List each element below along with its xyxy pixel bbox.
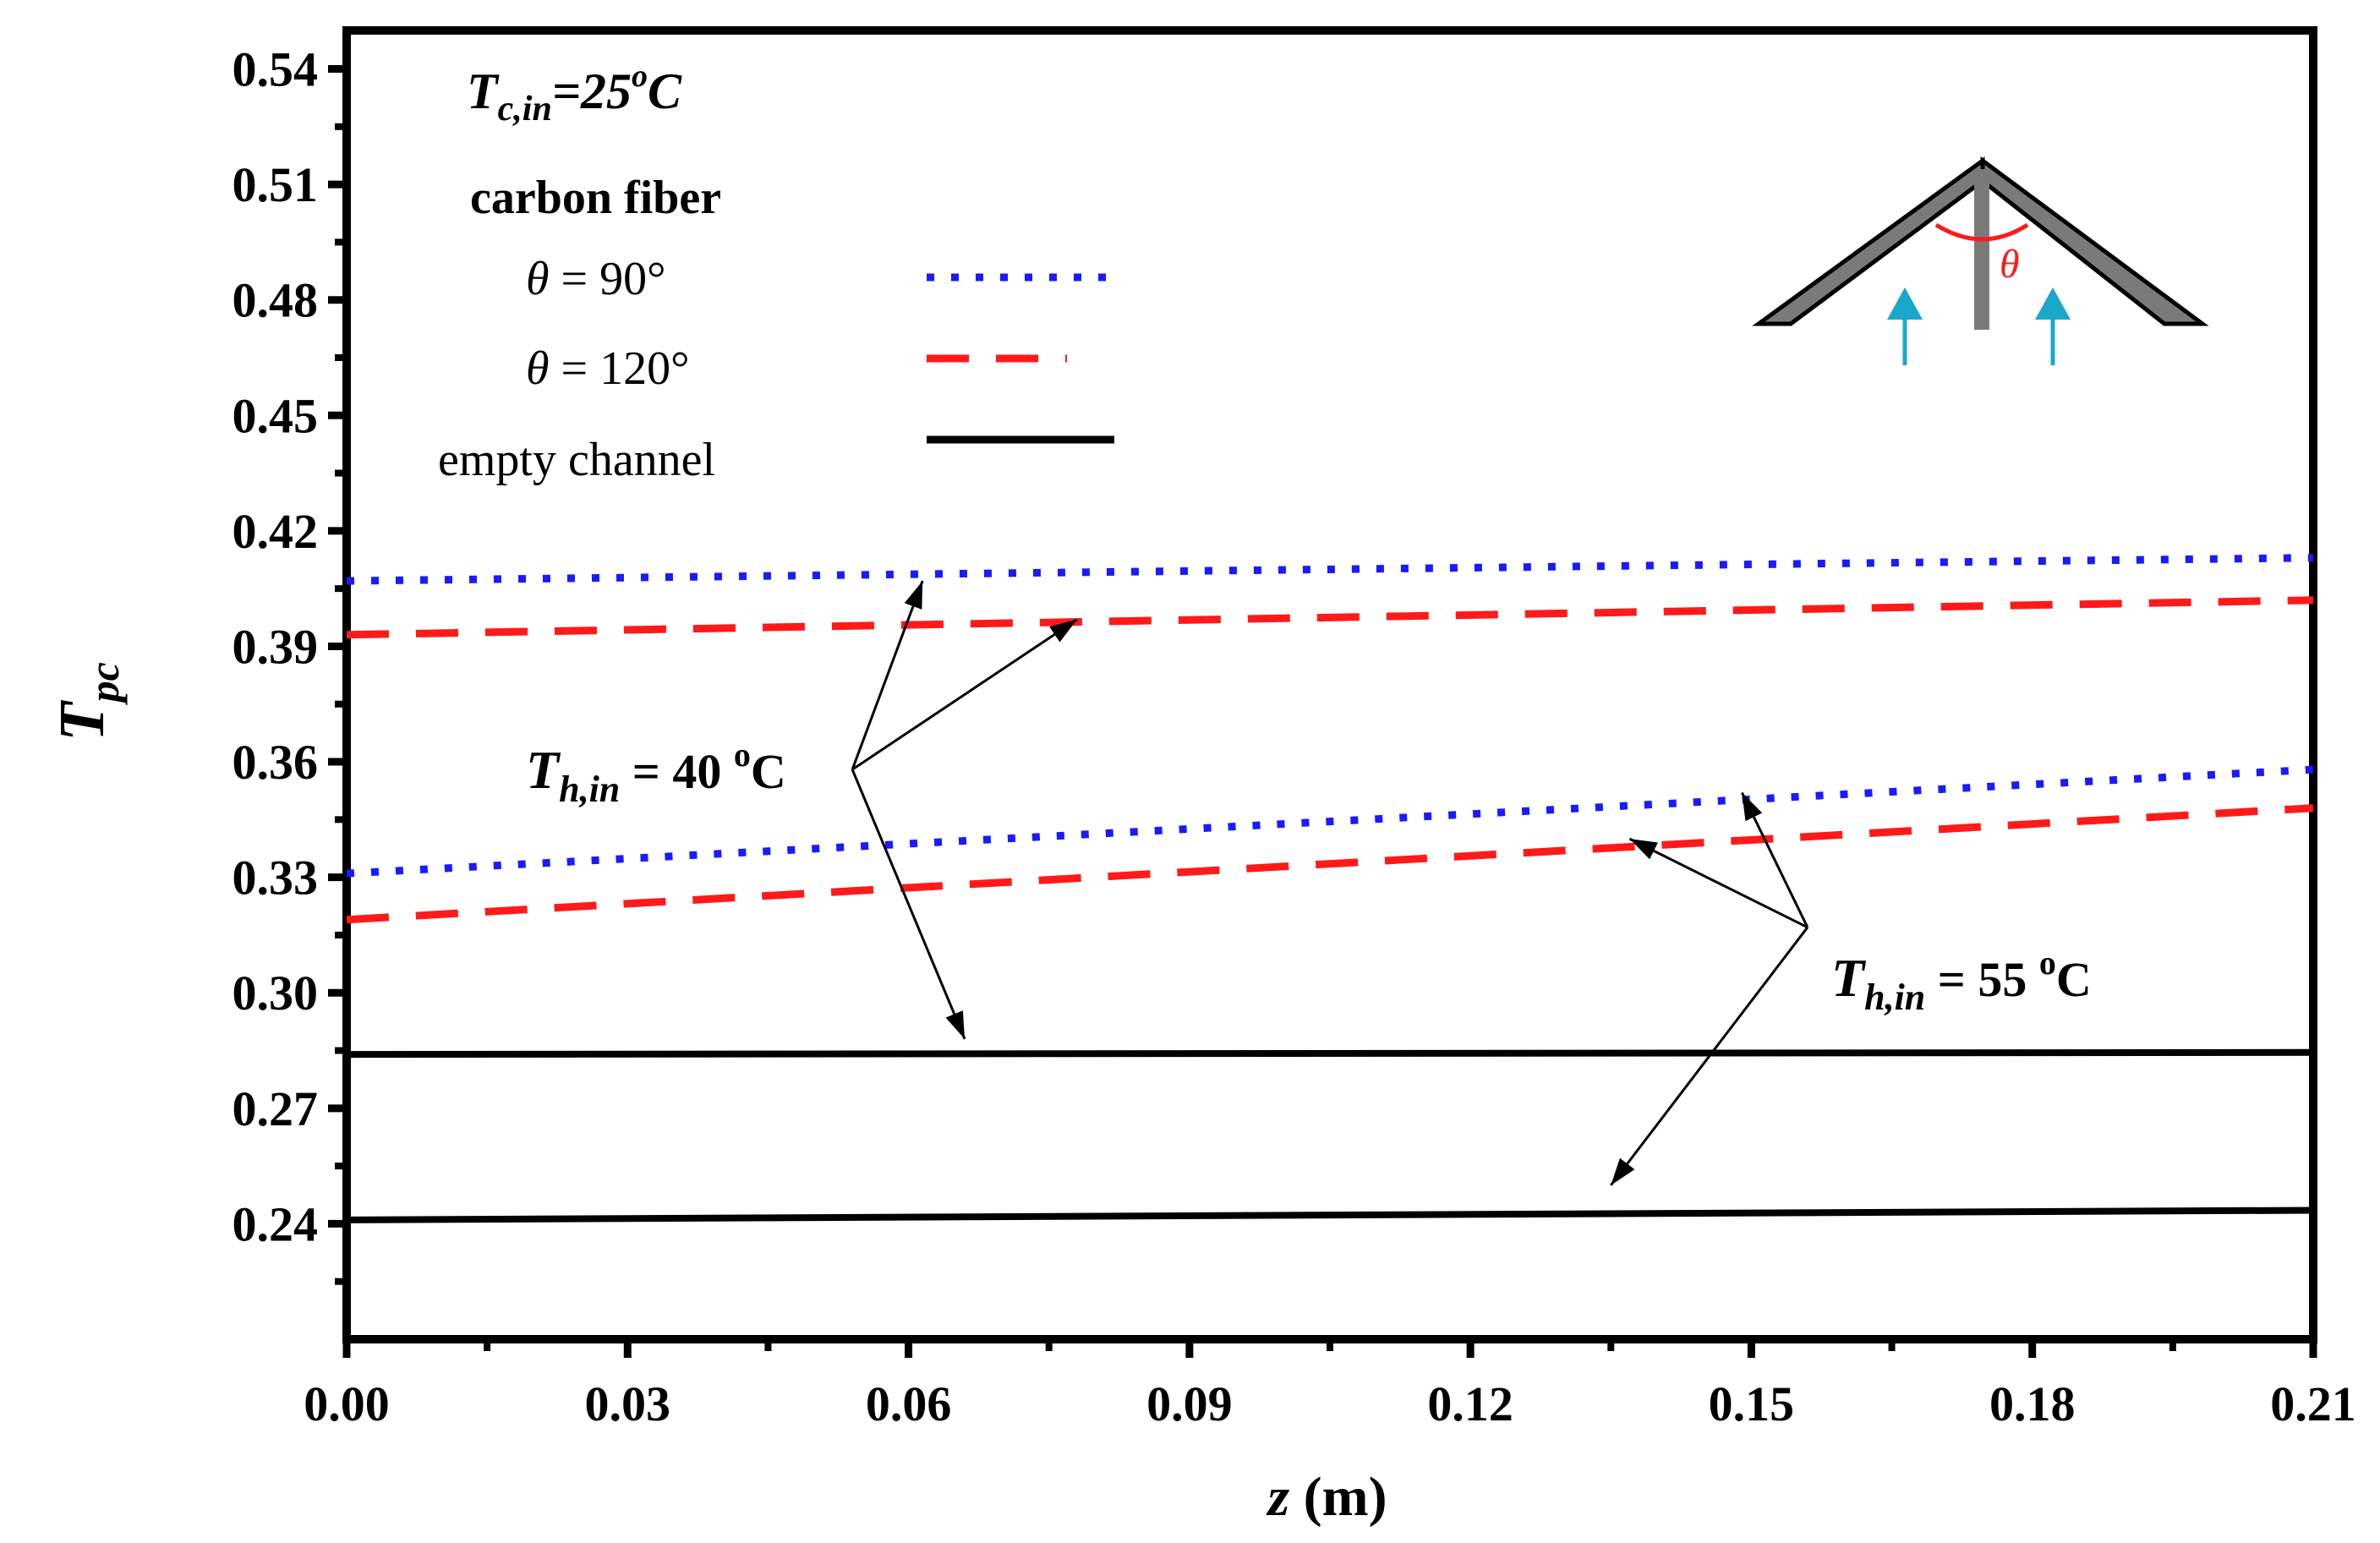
plot-frame: [342, 26, 2317, 1343]
inset-flow-arrowhead-left: [1887, 287, 1923, 320]
y-tick-label-4: 0.36: [233, 735, 319, 790]
annotation-arrowhead-1-1: [1629, 839, 1658, 860]
y-tick-label-7: 0.45: [233, 388, 319, 443]
series-line-0: [347, 554, 2313, 585]
y-tick-label-3: 0.33: [233, 851, 319, 906]
annotation-arrowhead-0-2: [945, 1010, 966, 1039]
series-line-1: [347, 596, 2313, 639]
x-tick-label-3: 0.09: [1146, 1376, 1233, 1431]
inset-flow-arrowhead-right: [2035, 287, 2071, 320]
axis-ticks: [328, 65, 2317, 1358]
annotation-arrow-0-2: [851, 769, 966, 1040]
annotation-arrow-1-1: [1628, 837, 1808, 929]
y-tick-label-0: 0.24: [233, 1196, 319, 1251]
x-tick-label-0: 0.00: [304, 1376, 390, 1431]
legend-material: carbon fiber: [470, 172, 721, 224]
x-tick-label-5: 0.15: [1709, 1376, 1795, 1431]
annotation-arrowhead-0-0: [904, 581, 923, 610]
series-line-3: [347, 804, 2313, 924]
annotation-arrowhead-0-1: [1049, 619, 1077, 643]
x-tick-label-1: 0.03: [585, 1376, 671, 1431]
annotation-arrow-1-2: [1610, 926, 1809, 1186]
inset-fin-left: [1752, 156, 1985, 326]
legend-label-empty: empty channel: [438, 434, 715, 486]
legend-label-120: θ = 120°: [526, 342, 690, 395]
x-tick-label-6: 0.18: [1989, 1376, 2076, 1431]
inset-angle-arc: [1934, 222, 2029, 242]
series-line-4: [347, 1048, 2313, 1059]
inset-fin-center: [1974, 169, 1989, 330]
inset-theta-label: θ: [2000, 242, 2020, 287]
x-tick-label-4: 0.12: [1427, 1376, 1513, 1431]
y-tick-label-5: 0.39: [233, 619, 319, 674]
x-axis-title: z (m): [1266, 1466, 1387, 1528]
y-axis-title: Tpc: [47, 662, 128, 741]
y-tick-label-8: 0.48: [233, 273, 319, 328]
x-tick-label-2: 0.06: [866, 1376, 952, 1431]
legend-label-90: θ = 90°: [526, 253, 666, 305]
annotation-55: Th,in = 55 oC: [1831, 944, 2092, 1018]
y-tick-label-1: 0.27: [233, 1081, 319, 1136]
legend: Tc,in=25oC carbon fiber θ = 90° θ = 120°…: [438, 58, 1114, 486]
tick-labels: 0.00 0.03 0.06 0.09 0.12 0.15 0.18 0.21 0.24 0.27…: [233, 42, 2356, 1431]
y-tick-label-10: 0.54: [233, 42, 319, 97]
legend-title: Tc,in=25oC: [467, 58, 682, 129]
x-tick-label-7: 0.21: [2270, 1376, 2356, 1431]
y-tick-label-2: 0.30: [233, 966, 319, 1020]
series-group: [347, 554, 2313, 1223]
y-tick-label-6: 0.42: [233, 504, 319, 559]
annotation-arrow-0-0: [851, 580, 924, 770]
y-tick-label-9: 0.51: [233, 157, 319, 212]
annotation-arrowhead-1-0: [1742, 792, 1763, 822]
annotation-40: Th,in = 40 oC: [526, 736, 786, 810]
annotation-arrowhead-1-2: [1611, 1157, 1635, 1185]
annotations: [851, 580, 1809, 1186]
series-line-2: [347, 765, 2313, 878]
inset-fin-schematic: θ: [1752, 156, 2209, 365]
annotation-arrow-0-1: [851, 618, 1078, 771]
series-line-5: [347, 1206, 2313, 1223]
